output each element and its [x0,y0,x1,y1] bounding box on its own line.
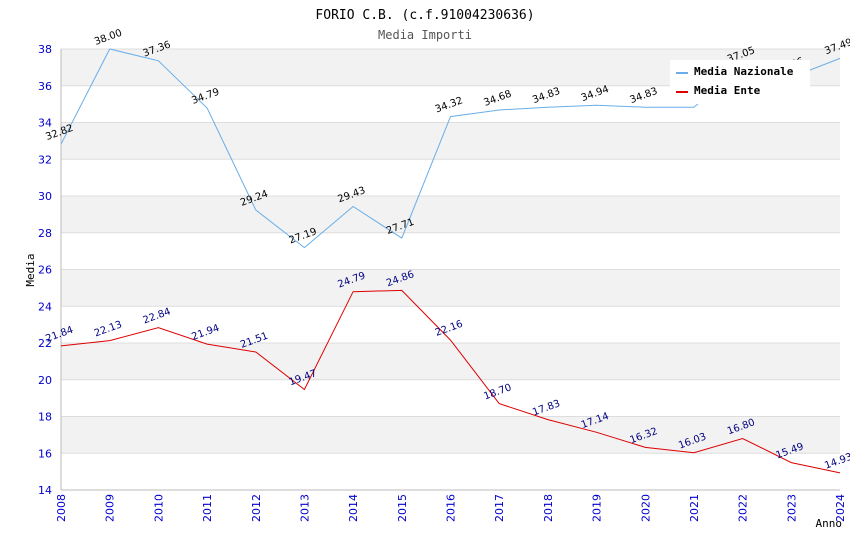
y-tick-label: 36 [38,80,52,93]
grid-band [61,159,840,196]
x-tick-label: 2016 [445,494,458,522]
x-tick-label: 2009 [104,494,117,522]
grid-band [61,232,840,270]
grid-band [61,416,840,454]
x-tick-label: 2014 [347,494,360,522]
x-tick-label: 2022 [737,494,750,522]
x-tick-label: 2021 [688,494,701,522]
x-tick-label: 2018 [542,494,555,522]
x-tick-label: 2008 [55,494,68,522]
chart-title: FORIO C.B. (c.f.91004230636) [315,8,534,23]
grid-band [61,343,840,380]
x-tick-label: 2023 [785,494,798,522]
data-label: 38.00 [93,28,124,48]
x-tick-label: 2010 [152,494,165,522]
x-tick-label: 2024 [834,494,847,522]
y-tick-label: 30 [38,190,52,203]
y-tick-label: 38 [38,43,52,56]
y-tick-label: 24 [38,300,52,313]
y-tick-label: 28 [38,227,52,240]
x-tick-label: 2020 [639,494,652,522]
y-tick-label: 26 [38,264,52,277]
grid-band [61,269,840,307]
x-tick-label: 2015 [396,494,409,522]
x-tick-labels: 2008 2009 2010 2011 2012 2013 2014 2015 2016 2017… [55,494,847,522]
axes [60,49,840,491]
legend-box [670,60,810,104]
x-tick-label: 2013 [298,494,311,522]
grid-band [61,453,840,490]
x-axis-label: Anno [816,517,843,530]
x-tick-label: 2019 [591,494,604,522]
y-tick-labels: 14 16 18 20 22 24 26 28 30 32 34 36 38 [38,43,52,497]
y-tick-label: 32 [38,153,52,166]
legend: Media Nazionale Media Ente [670,60,810,104]
y-tick-label: 34 [38,117,52,130]
grid-band [61,379,840,417]
legend-label-ente: Media Ente [694,84,761,97]
x-tick-label: 2012 [250,494,263,522]
grid-band [61,196,840,233]
y-tick-label: 14 [38,484,52,497]
series-line [60,289,841,474]
y-tick-label: 20 [38,374,52,387]
y-tick-label: 18 [38,411,52,424]
x-tick-label: 2011 [201,494,214,522]
grid-band [61,122,840,160]
y-tick-label: 16 [38,447,52,460]
x-tick-label: 2017 [493,494,506,522]
grid-band [61,306,840,343]
legend-label-nazionale: Media Nazionale [694,65,794,78]
chart-subtitle: Media Importi [378,28,472,42]
y-axis-label: Media [24,253,37,286]
grid-bands [61,48,840,491]
y-tick-label: 22 [38,337,52,350]
